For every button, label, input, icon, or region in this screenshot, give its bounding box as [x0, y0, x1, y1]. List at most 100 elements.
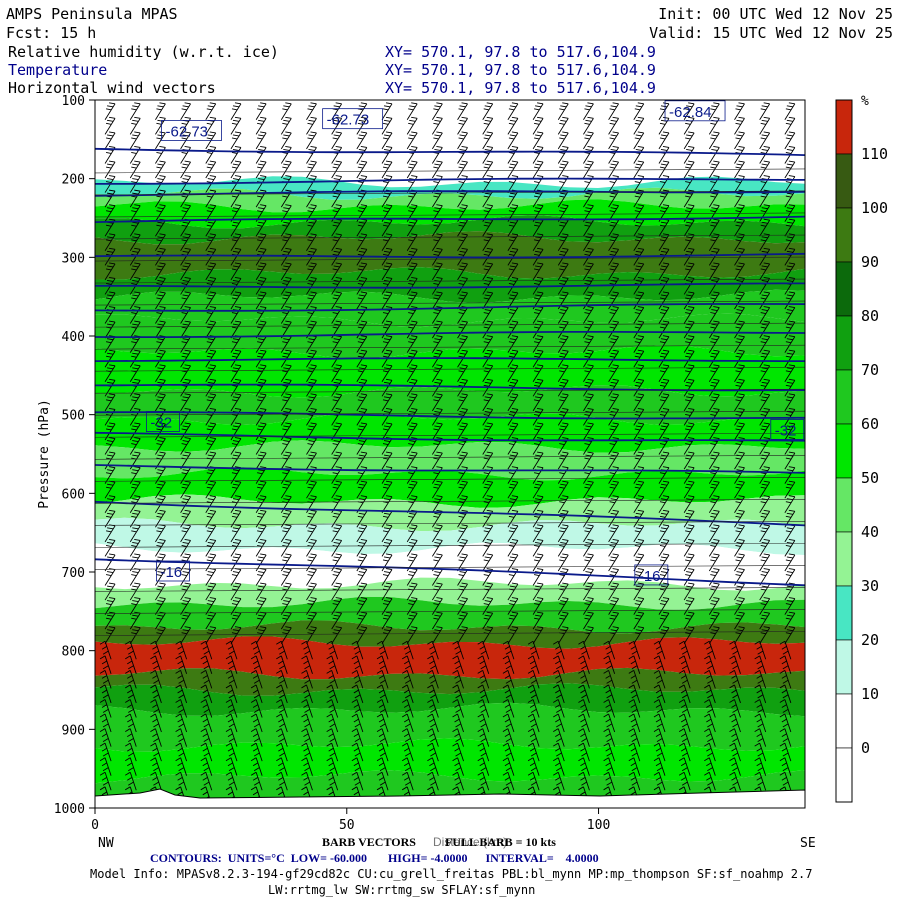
wind-barb [255, 102, 267, 121]
rh-band [95, 199, 805, 229]
wind-barb [431, 611, 443, 630]
wind-barb [507, 568, 519, 586]
wind-barb [406, 451, 418, 470]
rh-band [95, 620, 805, 649]
wind-barb [608, 582, 619, 601]
wind-barb [784, 160, 796, 179]
wind-barb [507, 291, 519, 310]
wind-barb [99, 713, 112, 733]
wind-barb [653, 742, 666, 762]
wind-barb [633, 116, 645, 135]
wind-barb [155, 160, 166, 179]
wind-barb [734, 175, 745, 193]
rh-band [95, 738, 805, 784]
wind-barb [129, 189, 141, 208]
wind-barb [331, 626, 343, 644]
wind-barb [356, 597, 368, 615]
wind-barb [477, 742, 490, 762]
wind-barb [99, 728, 112, 747]
wind-barb [683, 524, 695, 543]
wind-barb [532, 451, 544, 470]
wind-barb [129, 320, 141, 339]
wind-barb [557, 131, 569, 150]
wind-barb [532, 611, 544, 630]
wind-barb [658, 247, 670, 266]
temperature-contour [95, 331, 805, 338]
wind-barb [683, 218, 695, 237]
wind-barb [381, 407, 393, 426]
temperature-contour [95, 147, 805, 156]
wind-barb [431, 466, 443, 484]
wind-barb [280, 437, 292, 455]
wind-barb [180, 262, 191, 281]
wind-barb [326, 640, 339, 660]
wind-barb [356, 451, 368, 470]
wind-barb [255, 306, 267, 324]
wind-barb [482, 422, 494, 441]
wind-barb [180, 306, 191, 324]
wind-barb [583, 102, 594, 121]
wind-barb [175, 713, 188, 733]
wind-barb [376, 699, 389, 718]
wind-barb [658, 175, 670, 193]
wind-barb [180, 524, 191, 543]
wind-barb [129, 437, 141, 455]
wind-barb [532, 160, 544, 179]
wind-barb [583, 437, 594, 455]
wind-barb [784, 102, 796, 121]
wind-barb [729, 713, 741, 733]
wind-barb [477, 655, 490, 674]
wind-barb [104, 320, 116, 339]
wind-barb [633, 437, 645, 455]
wind-barb [734, 509, 745, 528]
temperature-contour [95, 431, 805, 442]
wind-barb [431, 582, 443, 601]
wind-barb [633, 553, 645, 572]
wind-barb [784, 422, 796, 441]
wind-barb [502, 771, 515, 791]
wind-barb [683, 306, 695, 324]
wind-barb [759, 204, 771, 222]
wind-barb [280, 102, 292, 121]
wind-barb [532, 116, 544, 135]
wind-barb [583, 364, 594, 382]
wind-barb [306, 320, 317, 339]
wind-barb [734, 466, 745, 484]
wind-barb [356, 393, 368, 412]
wind-barb [306, 116, 317, 135]
wind-barb [129, 451, 141, 470]
rh-band [95, 215, 805, 245]
wind-barb [633, 102, 645, 121]
wind-barb [507, 524, 519, 543]
wind-barb [734, 495, 745, 513]
wind-barb [457, 233, 468, 252]
wind-barb [734, 378, 745, 397]
wind-barb [708, 160, 720, 179]
wind-barb [129, 233, 141, 252]
wind-barb [180, 480, 191, 499]
wind-barb [230, 393, 242, 412]
wind-barb [351, 728, 364, 747]
wind-barb [608, 276, 619, 295]
temperature-contour [95, 215, 805, 223]
wind-barb [708, 509, 720, 528]
wind-barb [784, 131, 796, 150]
wind-barb [376, 742, 389, 762]
wind-barb [255, 291, 267, 310]
rh-band [95, 267, 805, 303]
wind-barb [603, 757, 616, 776]
wind-barb [104, 349, 116, 368]
wind-barb [457, 146, 468, 164]
wind-barb [230, 509, 242, 528]
wind-barb [759, 538, 771, 557]
wind-barb [155, 422, 166, 441]
wind-barb [482, 568, 494, 586]
wind-barb [653, 757, 666, 776]
wind-barb [683, 538, 695, 557]
wind-barb [734, 437, 745, 455]
wind-barb [326, 757, 339, 776]
wind-barb [431, 626, 443, 644]
wind-barb [230, 204, 242, 222]
wind-barb [230, 116, 242, 135]
wind-barb [331, 538, 343, 557]
